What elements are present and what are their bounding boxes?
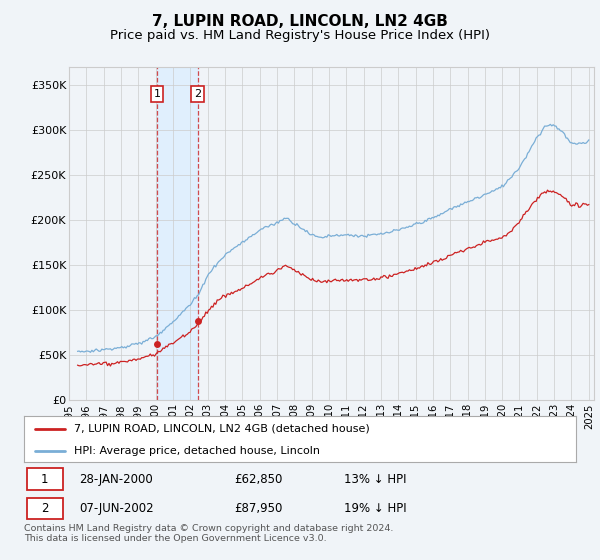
Text: 2: 2 — [194, 89, 202, 99]
Text: 07-JUN-2002: 07-JUN-2002 — [79, 502, 154, 515]
Text: 13% ↓ HPI: 13% ↓ HPI — [344, 473, 407, 486]
Text: 1: 1 — [41, 473, 49, 486]
Bar — [157, 67, 198, 400]
Text: 28-JAN-2000: 28-JAN-2000 — [79, 473, 153, 486]
Text: £62,850: £62,850 — [234, 473, 282, 486]
FancyBboxPatch shape — [27, 498, 62, 520]
Text: Contains HM Land Registry data © Crown copyright and database right 2024.
This d: Contains HM Land Registry data © Crown c… — [24, 524, 394, 543]
Text: 2: 2 — [41, 502, 49, 515]
Text: 7, LUPIN ROAD, LINCOLN, LN2 4GB: 7, LUPIN ROAD, LINCOLN, LN2 4GB — [152, 14, 448, 29]
Text: 7, LUPIN ROAD, LINCOLN, LN2 4GB (detached house): 7, LUPIN ROAD, LINCOLN, LN2 4GB (detache… — [74, 424, 370, 434]
FancyBboxPatch shape — [27, 468, 62, 491]
Text: HPI: Average price, detached house, Lincoln: HPI: Average price, detached house, Linc… — [74, 446, 320, 455]
Text: £87,950: £87,950 — [234, 502, 282, 515]
Text: 19% ↓ HPI: 19% ↓ HPI — [344, 502, 407, 515]
Text: Price paid vs. HM Land Registry's House Price Index (HPI): Price paid vs. HM Land Registry's House … — [110, 29, 490, 42]
Text: 1: 1 — [154, 89, 160, 99]
